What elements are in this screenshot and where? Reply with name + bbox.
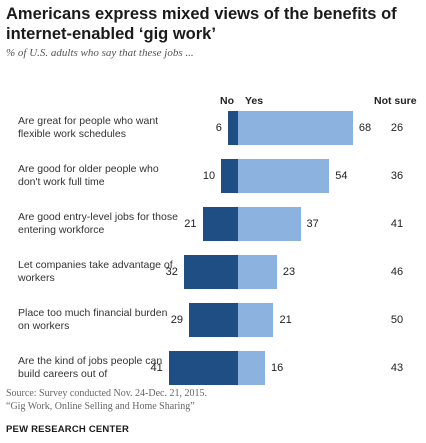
bar-yes <box>238 111 353 145</box>
value-label-not-sure: 46 <box>390 266 404 278</box>
bar-no <box>168 351 238 385</box>
value-label-yes: 16 <box>271 362 284 374</box>
category-label: Are great for people who want flexible w… <box>18 115 159 140</box>
value-label-not-sure: 50 <box>390 314 404 326</box>
value-label-yes: 21 <box>279 314 292 326</box>
bar-yes <box>238 159 330 193</box>
value-label-yes: 23 <box>282 266 296 278</box>
chart-subtitle: % of U.S. adults who say that these jobs… <box>6 47 194 59</box>
value-label-no: 41 <box>150 362 163 374</box>
value-label-yes: 37 <box>306 218 319 230</box>
value-label-no: 21 <box>184 218 197 230</box>
category-label: Place too much financial burden on worke… <box>18 307 168 332</box>
source-note: Source: Survey conducted Nov. 24-Dec. 21… <box>6 387 207 413</box>
pew-logo: PEW RESEARCH CENTER <box>6 424 130 435</box>
value-label-not-sure: 41 <box>390 218 404 230</box>
value-label-yes: 68 <box>358 122 372 134</box>
category-label: Are the kind of jobs people can build ca… <box>18 355 163 380</box>
value-label-not-sure: 36 <box>390 170 404 182</box>
bar-no <box>188 303 238 337</box>
value-label-no: 10 <box>202 170 216 182</box>
value-label-no: 6 <box>215 122 222 134</box>
value-label-no: 32 <box>165 266 178 278</box>
column-header-yes: Yes <box>245 95 264 107</box>
bar-yes <box>238 255 277 289</box>
bar-yes <box>238 351 266 385</box>
bar-no <box>227 111 238 145</box>
source-line-2: “Gig Work, Online Selling and Home Shari… <box>6 401 195 412</box>
column-header-no: No <box>220 95 234 107</box>
value-label-not-sure: 26 <box>390 122 404 134</box>
chart-title: Americans express mixed views of the ben… <box>6 5 397 43</box>
bar-no <box>183 255 238 289</box>
value-label-yes: 54 <box>335 170 348 182</box>
value-label-no: 29 <box>170 314 183 326</box>
category-label: Let companies take advantage of workers <box>18 259 173 284</box>
category-label: Are good for older people who don't work… <box>18 163 159 188</box>
column-header-not-sure: Not sure <box>374 95 417 107</box>
source-line-1: Source: Survey conducted Nov. 24-Dec. 21… <box>6 388 207 399</box>
bar-no <box>202 207 238 241</box>
bar-no <box>221 159 238 193</box>
value-label-not-sure: 43 <box>390 362 404 374</box>
category-label: Are good entry-level jobs for those ente… <box>18 211 178 236</box>
bar-yes <box>238 207 301 241</box>
bar-yes <box>238 303 274 337</box>
